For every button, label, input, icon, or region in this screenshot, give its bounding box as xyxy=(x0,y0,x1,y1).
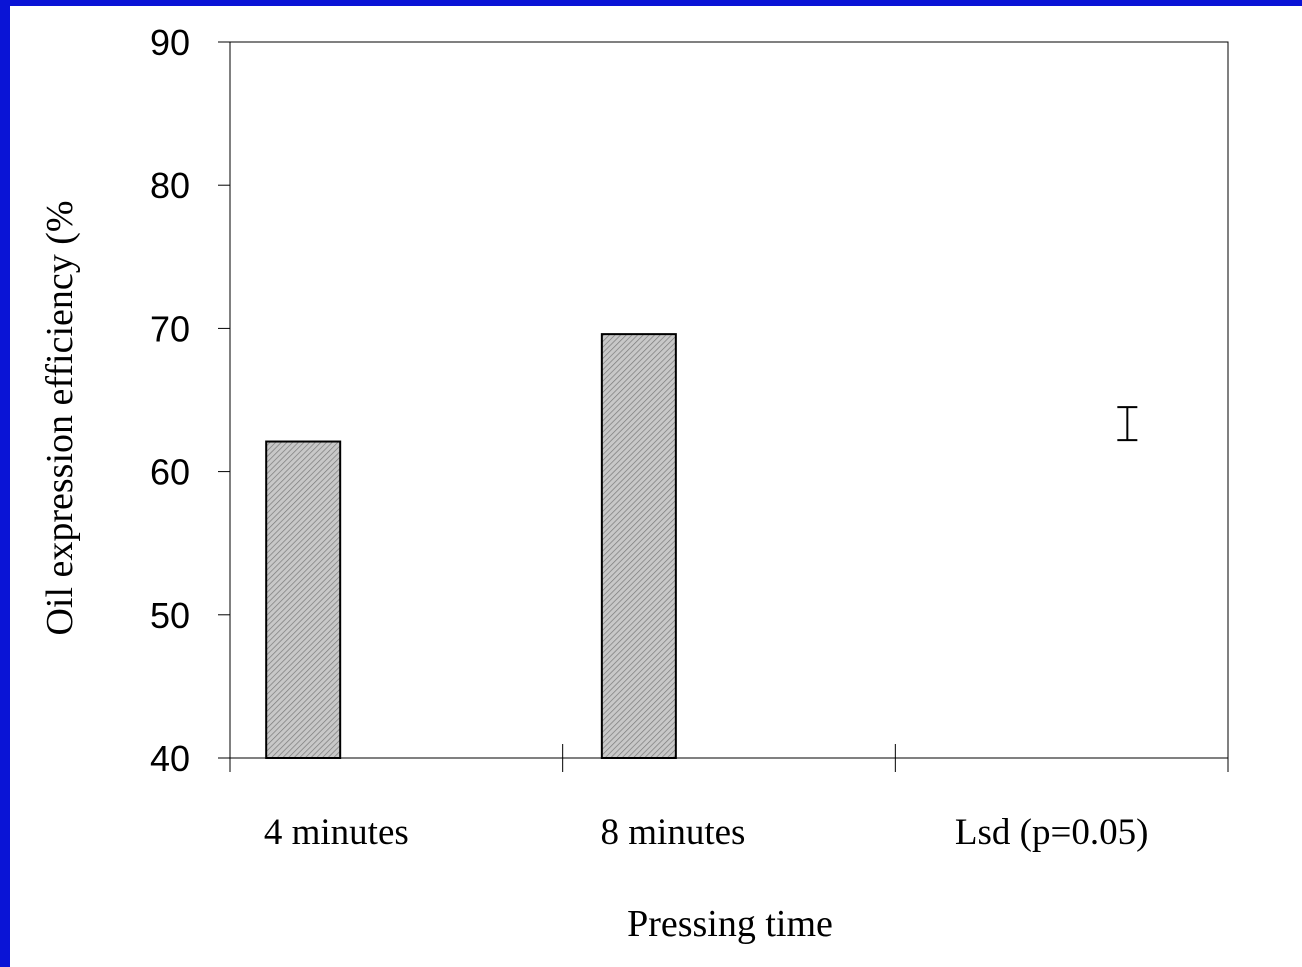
y-tick-label-90: 90 xyxy=(150,22,190,63)
bar-8-minutes xyxy=(600,333,677,759)
bar-chart: 40 50 60 70 80 90 4 minutes 8 minutes Lsd (p=0.… xyxy=(39,22,1229,945)
y-tick-label-40: 40 xyxy=(150,738,190,779)
plot-frame xyxy=(229,41,1229,759)
bars-layer xyxy=(265,333,677,759)
x-category-label-1: 8 minutes xyxy=(601,812,746,853)
x-category-label-0: 4 minutes xyxy=(264,812,409,853)
slide-canvas: 40 50 60 70 80 90 4 minutes 8 minutes Lsd (p=0.… xyxy=(10,6,1302,967)
y-tick-label-60: 60 xyxy=(150,452,190,493)
axes-layer xyxy=(218,41,1229,772)
y-tick-label-80: 80 xyxy=(150,165,190,206)
lsd-marker xyxy=(1117,406,1138,442)
y-tick-label-50: 50 xyxy=(150,595,190,636)
x-category-label-2: Lsd (p=0.05) xyxy=(955,812,1149,853)
y-tick-label-70: 70 xyxy=(150,308,190,349)
bar-4-minutes xyxy=(265,440,342,759)
y-tick-labels: 40 50 60 70 80 90 xyxy=(150,22,190,779)
y-axis-title: Oil expression efficiency (% xyxy=(39,200,81,635)
x-category-labels: 4 minutes 8 minutes Lsd (p=0.05) xyxy=(264,812,1149,853)
x-axis-title: Pressing time xyxy=(627,903,833,945)
